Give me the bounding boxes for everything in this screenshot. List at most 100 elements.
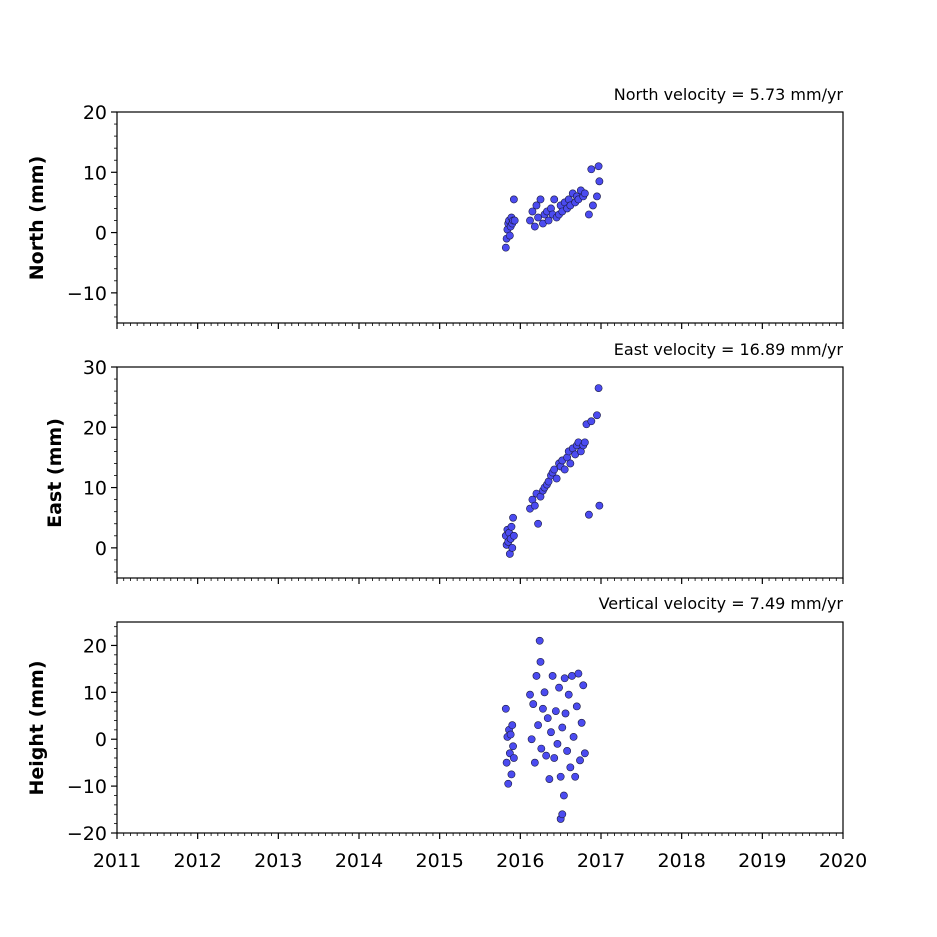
height-x-tick-label: 2018 [657,850,705,872]
north-data-point [595,177,604,186]
height-data-point [576,756,584,765]
north-data-point [589,201,597,210]
east-axes-frame [116,366,844,579]
east-data-point [507,522,516,531]
north-data-point [526,216,534,225]
north-data-point [530,222,539,231]
north-data-point [544,216,553,225]
height-data-point [534,721,542,730]
height-y-tick-label: −10 [67,776,107,798]
height-data-point [504,779,513,788]
north-points [501,162,604,252]
height-data-point [547,728,555,737]
height-x-tick-label: 2015 [415,850,463,872]
height-data-point [545,775,554,783]
height-data-point [580,749,589,758]
height-data-point [509,754,518,762]
height-data-point [539,704,547,713]
height-ylabel: Height (mm) [26,660,48,795]
north-data-point [594,162,603,171]
east-points [501,384,604,558]
east-data-point [595,501,604,510]
height-data-point [579,681,588,690]
height-data-point [553,740,562,748]
height-data-point [509,742,517,751]
north-data-point [510,216,519,225]
height-data-point [558,723,567,732]
vertical-velocity-title: Vertical velocity = 7.49 mm/yr [599,594,844,613]
height-x-tick-label: 2017 [577,850,625,872]
height-data-point [529,700,538,708]
height-x-tick-label: 2011 [93,850,141,872]
height-data-point [548,672,557,680]
height-data-point [568,672,576,680]
east-data-point [550,465,559,474]
height-data-point [560,674,569,683]
height-data-point [508,721,517,730]
height-data-point [569,732,578,741]
height-x-tick-label: 2014 [335,850,383,872]
height-data-point [527,735,536,744]
height-panel: Vertical velocity = 7.49 mm/yr Height (m… [26,594,867,872]
height-data-point [558,810,567,819]
north-panel: North velocity = 5.73 mm/yr North (mm) 2… [26,85,844,329]
east-ticks: 30 20 10 0 [83,357,844,584]
height-data-point [536,657,545,666]
height-data-point [537,744,546,753]
north-data-point [585,210,593,219]
north-y-tick-label: 10 [83,162,107,184]
east-y-tick-label: 10 [83,478,107,500]
north-y-tick-label: 0 [95,223,107,245]
height-data-point [543,714,552,723]
height-ticks: 2011 2012 2013 2014 2015 2016 2017 2018 2019 2020… [67,626,867,872]
height-y-tick-label: 20 [83,635,107,657]
east-y-tick-label: 0 [95,538,107,560]
east-data-point [585,510,593,519]
height-y-tick-label: 0 [95,729,107,751]
north-data-point [534,213,542,222]
height-data-point [540,688,549,697]
height-data-point [571,772,580,781]
east-data-point [509,513,517,522]
height-data-point [502,758,511,767]
height-x-tick-label: 2012 [173,850,221,872]
east-panel: East velocity = 16.89 mm/yr East (mm) 30… [44,340,844,584]
east-data-point [508,543,517,552]
height-data-point [566,763,575,772]
east-data-point [593,411,601,420]
east-data-point [587,417,596,426]
height-points [501,636,589,823]
north-data-point [593,192,601,201]
height-data-point [563,747,572,755]
height-data-point [564,690,573,699]
height-data-point [577,718,586,727]
height-data-point [555,683,563,692]
height-data-point [561,709,570,718]
height-data-point [550,754,559,762]
height-data-point [556,772,565,781]
east-data-point [552,474,561,483]
height-x-tick-label: 2020 [819,850,867,872]
north-velocity-title: North velocity = 5.73 mm/yr [614,85,844,104]
height-data-point [572,702,581,711]
east-y-tick-label: 30 [83,357,107,379]
east-data-point [566,459,575,468]
height-data-point [506,730,515,739]
height-data-point [559,791,568,800]
east-y-tick-label: 20 [83,417,107,439]
north-data-point [509,195,518,204]
height-data-point [501,704,510,713]
height-axes-frame [116,621,844,834]
north-data-point [532,201,541,210]
north-axes-frame [116,111,844,324]
north-data-point [587,165,596,174]
height-x-tick-label: 2016 [496,850,544,872]
east-data-point [530,501,539,510]
north-data-point [536,195,545,204]
east-data-point [594,384,603,392]
east-velocity-title: East velocity = 16.89 mm/yr [614,340,844,359]
north-data-point [501,243,510,252]
height-data-point [526,690,534,699]
east-data-point [560,465,569,474]
